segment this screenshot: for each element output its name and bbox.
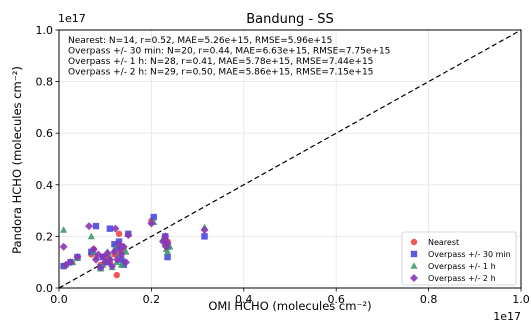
data-point <box>120 261 127 268</box>
legend-box <box>401 231 517 286</box>
data-point <box>105 255 114 264</box>
data-point <box>87 232 95 240</box>
data-point <box>201 233 208 240</box>
axis-ticks: 0.0 0.2 0.4 0.6 0.8 1.0 0.0 0.2 0.4 0.6 0.8 1.0 <box>36 24 530 306</box>
legend-label: Overpass +/- 1 h <box>428 262 496 271</box>
data-point <box>117 250 126 259</box>
y-tick-label: 0.0 <box>36 282 54 295</box>
data-point <box>115 230 123 238</box>
data-point <box>85 222 94 231</box>
data-point <box>164 253 171 261</box>
data-point <box>122 248 130 255</box>
x-tick-label: 0.6 <box>327 293 345 306</box>
data-point <box>59 242 68 251</box>
y-axis-label: Pandora HCHO (molecules cm⁻²) <box>10 66 24 254</box>
legend-marker <box>410 238 418 246</box>
legend-marker <box>410 262 418 269</box>
stats-line: Overpass +/- 1 h: N=28, r=0.41, MAE=5.78… <box>68 57 373 67</box>
x-axis-offset-label: 1e17 <box>493 310 521 323</box>
data-point <box>88 248 95 256</box>
stats-line: Nearest: N=14, r=0.52, MAE=5.26e+15, RMS… <box>68 36 332 46</box>
stats-line: Overpass +/- 2 h: N=29, r=0.50, MAE=5.86… <box>68 68 373 78</box>
x-tick-label: 1.0 <box>512 293 530 306</box>
legend-label: Overpass +/- 2 h <box>428 274 496 283</box>
data-point <box>96 263 105 272</box>
data-point <box>121 258 130 267</box>
statistics-annotation: Nearest: N=14, r=0.52, MAE=5.26e+15, RMS… <box>68 36 390 78</box>
x-tick-label: 0.2 <box>143 293 161 306</box>
data-point <box>163 248 172 255</box>
y-tick-label: 0.8 <box>36 76 54 89</box>
y-tick-label: 0.4 <box>36 179 54 192</box>
data-point <box>73 253 82 262</box>
y-tick-label: 0.6 <box>36 127 54 140</box>
legend-marker <box>410 274 418 282</box>
data-point <box>163 238 172 247</box>
data-point <box>92 222 100 230</box>
data-point <box>124 231 133 240</box>
data-point <box>106 225 114 232</box>
plot-area-frame <box>58 29 522 289</box>
data-point <box>113 255 122 264</box>
chart-title: Bandung - SS <box>246 12 334 27</box>
data-point <box>111 224 120 233</box>
y-axis-offset-label: 1e17 <box>58 12 86 25</box>
data-point <box>147 219 156 228</box>
x-tick-label: 0.4 <box>235 293 253 306</box>
one-to-one-line <box>58 29 522 289</box>
data-point <box>89 245 98 254</box>
data-point <box>119 242 128 251</box>
data-point <box>110 247 119 256</box>
x-tick-label: 0.8 <box>420 293 438 306</box>
y-tick-label: 1.0 <box>36 24 54 37</box>
x-axis-label: OMI HCHO (molecules cm⁻²) <box>208 299 371 313</box>
data-point <box>200 225 209 234</box>
y-tick-label: 0.2 <box>36 230 54 243</box>
data-point <box>117 260 125 268</box>
legend-marker <box>410 250 418 258</box>
data-point <box>60 226 68 233</box>
data-point <box>108 262 117 271</box>
data-point <box>113 271 120 279</box>
data-point <box>118 256 125 263</box>
data-point <box>103 249 112 258</box>
x-tick-label: 0.0 <box>50 293 68 306</box>
legend-label: Overpass +/- 30 min <box>428 250 511 259</box>
data-points <box>59 213 209 279</box>
legend: Nearest Overpass +/- 30 min Overpass +/- 1… <box>401 231 517 286</box>
data-point <box>66 258 75 267</box>
stats-line: Overpass +/- 30 min: N=20, r=0.44, MAE=6… <box>68 47 390 57</box>
data-point <box>161 232 170 241</box>
data-point <box>150 213 157 221</box>
legend-label: Nearest <box>428 238 459 247</box>
